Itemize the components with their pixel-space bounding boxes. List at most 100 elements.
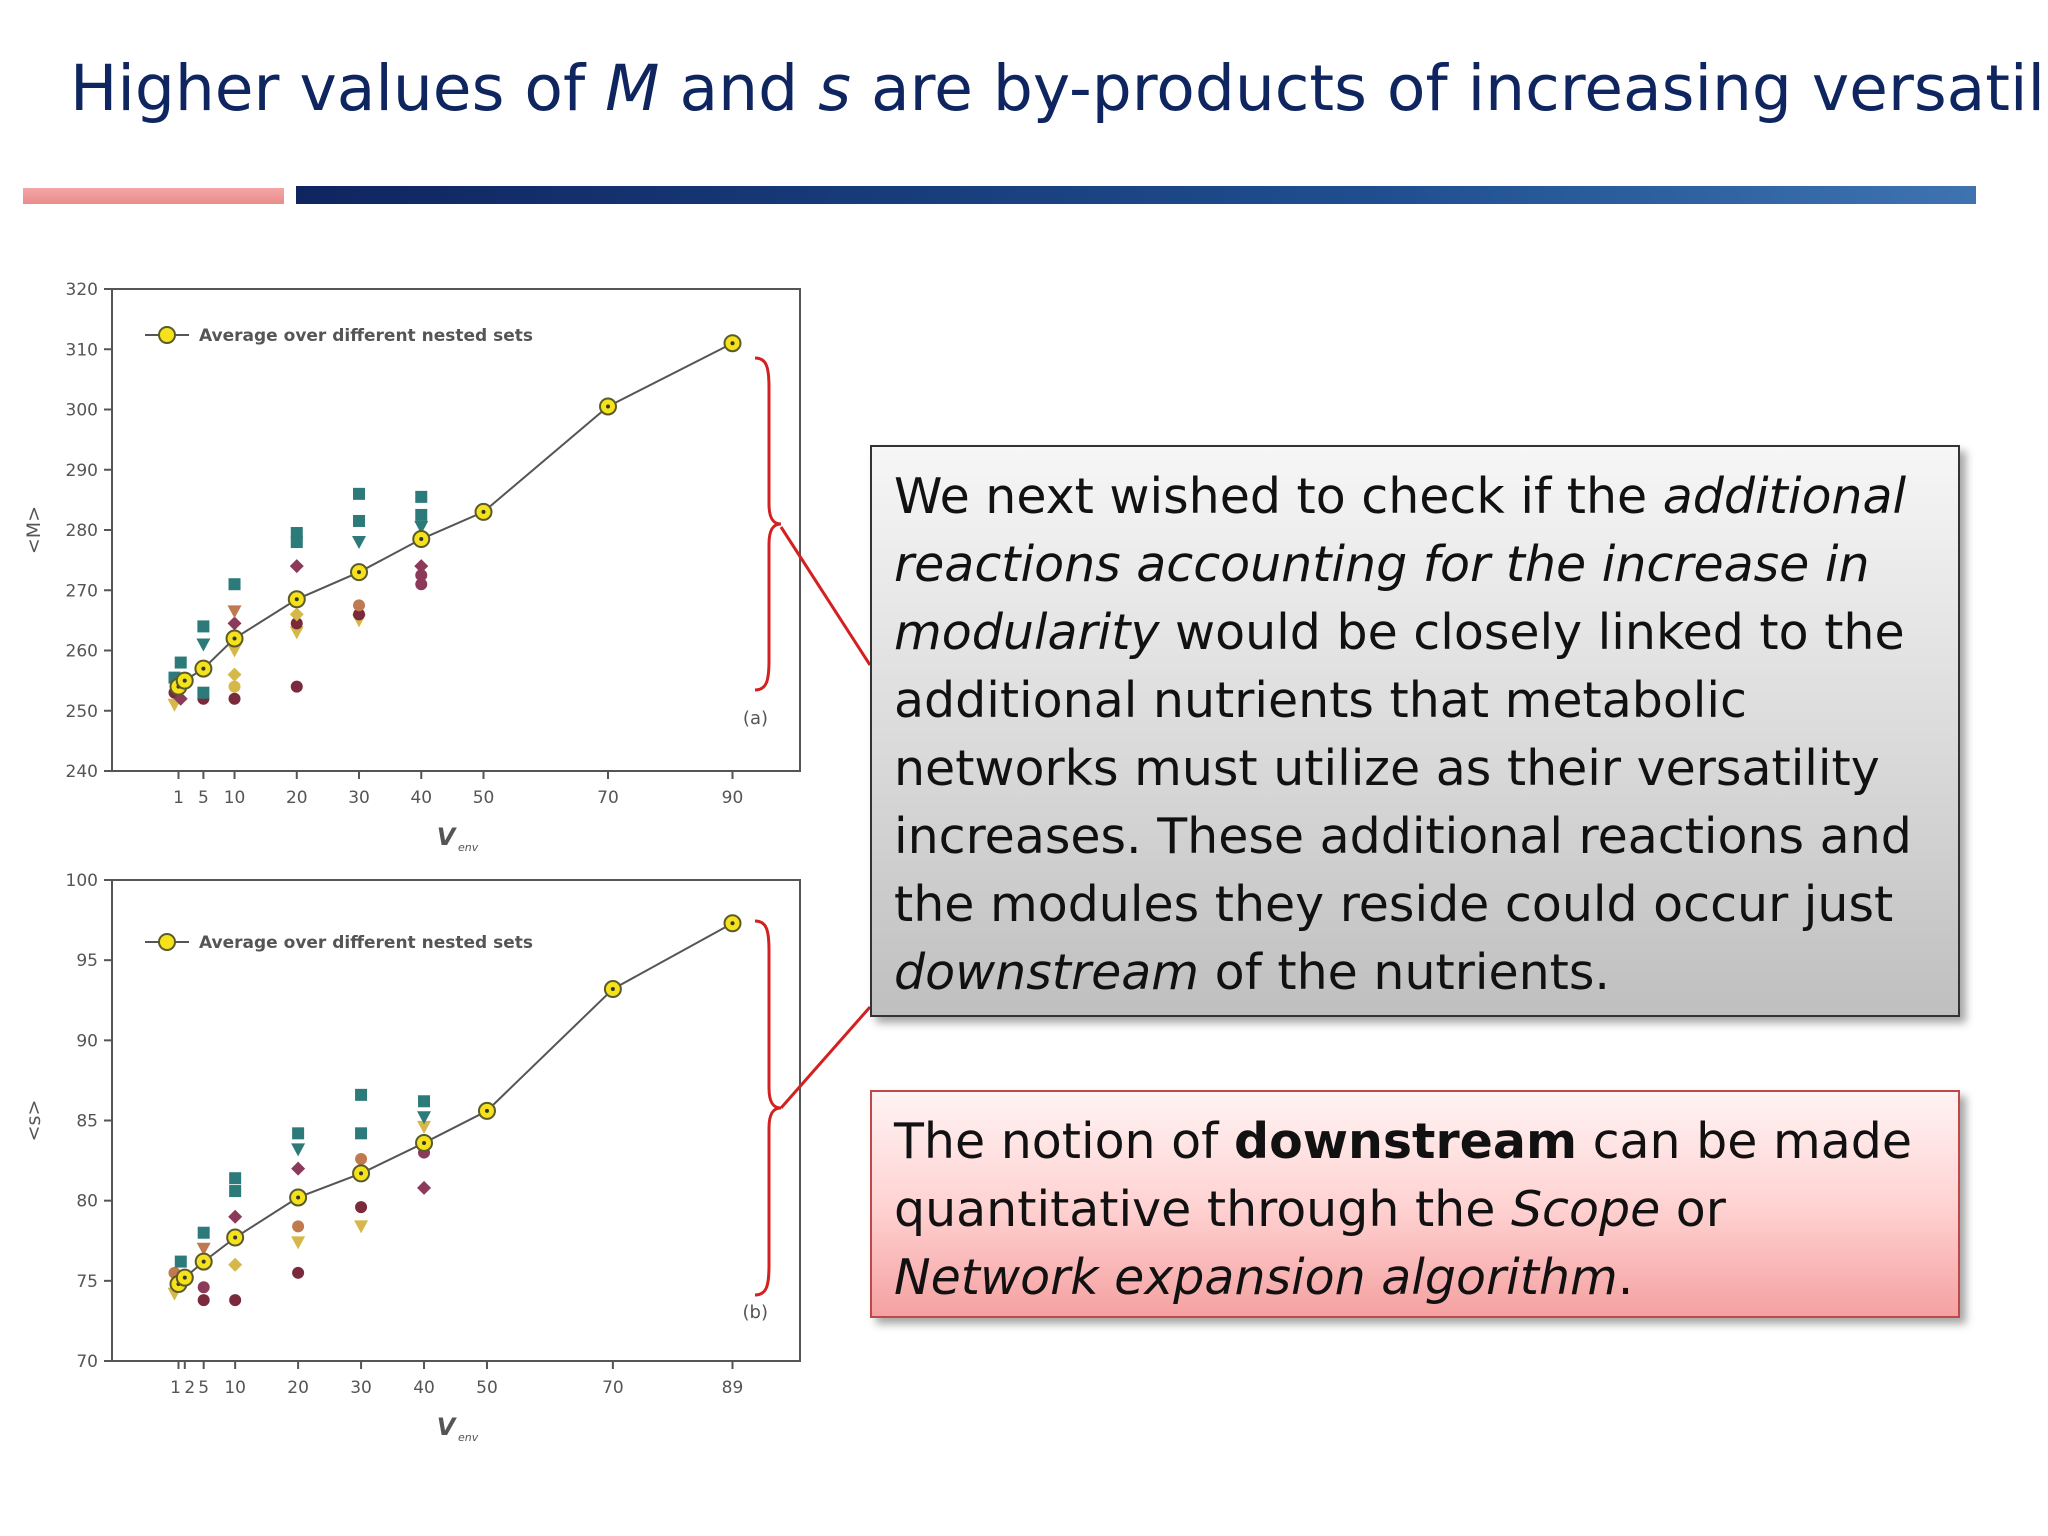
title-part: Higher values of <box>70 52 606 125</box>
x-tick-label: 1 <box>170 1378 181 1398</box>
series-point-center <box>233 1235 238 1240</box>
text-segment: downstream <box>894 944 1200 1001</box>
data-point <box>292 1220 305 1233</box>
x-tick-label: 10 <box>224 1378 246 1398</box>
data-point <box>353 487 366 500</box>
data-point <box>196 1242 211 1256</box>
title-var-s: s <box>818 52 851 125</box>
y-tick-label: 290 <box>66 461 98 481</box>
text-segment: Scope <box>1510 1181 1661 1238</box>
data-point <box>414 520 429 534</box>
y-tick-label: 280 <box>66 521 98 541</box>
data-point <box>197 620 210 633</box>
data-point <box>417 1180 432 1195</box>
data-point <box>228 578 241 591</box>
data-point <box>229 1172 242 1185</box>
plot-frame <box>111 879 801 1362</box>
plot-frame <box>111 288 801 772</box>
data-point <box>355 1152 368 1165</box>
series-point-center <box>730 341 735 346</box>
x-tick-label: 20 <box>287 1378 309 1398</box>
x-tick-label: 40 <box>413 1378 435 1398</box>
series-point-center <box>201 666 206 671</box>
main-text: We next wished to check if the additiona… <box>894 463 1936 1007</box>
text-segment: of the nutrients. <box>1199 944 1610 1001</box>
y-tick-label: 95 <box>76 951 98 971</box>
series-point-center <box>294 597 299 602</box>
data-point <box>414 559 429 574</box>
data-point <box>355 1088 368 1101</box>
y-tick-label: 270 <box>66 581 98 601</box>
data-point <box>227 667 242 682</box>
data-point <box>415 508 428 521</box>
x-tick-label: 5 <box>198 788 209 808</box>
data-point <box>352 536 367 550</box>
y-tick-label: 85 <box>76 1112 98 1132</box>
text-segment: Network expansion algorithm <box>894 1249 1618 1306</box>
series-point-center <box>610 987 615 992</box>
x-axis-label: V <box>437 1413 458 1441</box>
panel-label: (a) <box>743 708 768 729</box>
data-point <box>291 1236 306 1250</box>
data-point <box>197 1294 210 1307</box>
x-tick-label: 90 <box>722 788 744 808</box>
x-tick-label: 50 <box>476 1378 498 1398</box>
data-point <box>197 686 210 699</box>
y-tick-label: 260 <box>66 642 98 662</box>
data-point <box>228 680 241 693</box>
main-textbox: We next wished to check if the additiona… <box>870 445 1960 1017</box>
series-point-center <box>730 921 735 926</box>
data-point <box>290 536 303 549</box>
data-point <box>291 1161 306 1176</box>
series-point-center <box>182 1275 187 1280</box>
x-tick-label: 30 <box>350 1378 372 1398</box>
data-point <box>227 605 242 619</box>
red-brace <box>754 356 782 692</box>
connector-line <box>779 1006 872 1109</box>
series-line <box>177 922 733 1285</box>
data-point <box>197 1281 210 1294</box>
series-point-center <box>182 678 187 683</box>
series-point-center <box>422 1140 427 1145</box>
y-tick-label: 100 <box>66 871 98 891</box>
y-tick-label: 250 <box>66 702 98 722</box>
y-tick-label: 240 <box>66 762 98 782</box>
y-axis-label: <M> <box>23 506 45 554</box>
y-tick-label: 310 <box>66 340 98 360</box>
data-point <box>353 599 366 612</box>
data-point <box>228 1209 243 1224</box>
data-point <box>289 607 304 622</box>
series-point-center <box>232 636 237 641</box>
data-point <box>228 692 241 705</box>
data-point <box>353 514 366 527</box>
series-point-center <box>484 1108 489 1113</box>
text-segment: additional reactions accounting for the … <box>894 468 1907 661</box>
data-point <box>415 490 428 503</box>
data-point <box>353 608 366 621</box>
y-tick-label: 300 <box>66 401 98 421</box>
legend-label: Average over different nested sets <box>199 326 533 346</box>
x-tick-label: 50 <box>473 788 495 808</box>
x-tick-label: 30 <box>348 788 370 808</box>
title-rule-main <box>296 186 1976 204</box>
data-point <box>355 1201 368 1214</box>
x-tick-label: 20 <box>286 788 308 808</box>
title-part: and <box>659 52 819 125</box>
x-tick-label: 89 <box>722 1378 744 1398</box>
x-tick-label: 70 <box>602 1378 624 1398</box>
data-point <box>174 656 187 669</box>
data-point <box>292 1266 305 1279</box>
series-point-center <box>481 509 486 514</box>
text-segment: downstream <box>1234 1113 1577 1170</box>
chart-panel-b: 70 75 80 85 90 95 100 1 2 5 10 20 30 40 50 70 89 V env <s> A… <box>23 871 801 1444</box>
y-tick-label: 90 <box>76 1031 98 1051</box>
text-segment: . <box>1617 1249 1634 1306</box>
x-tick-label: 70 <box>597 788 619 808</box>
series-line <box>177 342 733 688</box>
legend-marker <box>158 326 176 344</box>
text-segment: or <box>1660 1181 1726 1238</box>
y-tick-label: 320 <box>66 280 98 300</box>
data-point <box>197 1226 210 1239</box>
title-part: are by-products of increasing versatilit… <box>850 52 2048 125</box>
